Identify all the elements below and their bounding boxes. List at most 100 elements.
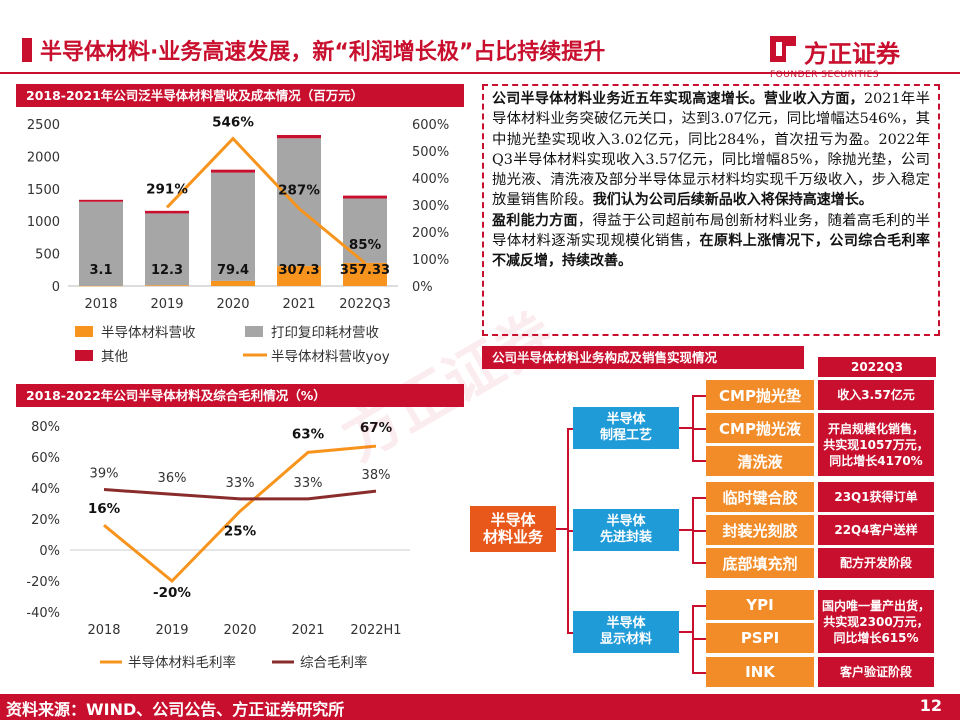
legend-label: 综合毛利率	[300, 654, 368, 671]
product-underfill: 底部填充剂	[706, 548, 814, 578]
bar-semi	[277, 266, 321, 286]
x-tick-label: 2018	[87, 623, 120, 638]
y-tick-label: 0	[52, 280, 60, 295]
y-tick-label: 80%	[31, 420, 60, 435]
legend-label: 半导体材料营收yoy	[271, 349, 390, 365]
y-tick-label: 40%	[31, 482, 60, 497]
result-bonding-glue: 23Q1获得订单	[818, 482, 934, 512]
yoy-data-label: 546%	[212, 115, 254, 131]
title-divider	[0, 72, 960, 74]
y2-tick-label: 400%	[412, 172, 449, 187]
diagram-title: 公司半导体材料业务构成及销售实现情况	[482, 346, 804, 369]
yoy-data-label: 291%	[146, 181, 188, 197]
x-tick-label: 2021	[282, 297, 315, 312]
connector	[692, 428, 706, 430]
bar-printer	[79, 201, 123, 286]
connector	[692, 672, 706, 674]
result-cmp-slurry: 开启规模化销售， 共实现1057万元， 同比增长4170%	[818, 413, 934, 476]
bar-data-label: 3.1	[89, 263, 112, 278]
y2-tick-label: 600%	[412, 118, 449, 133]
bar-semi	[343, 262, 387, 286]
bar-data-label: 79.4	[217, 263, 249, 278]
legend-label: 其他	[101, 349, 128, 365]
product-cmp-slurry: CMP抛光液	[706, 413, 814, 443]
bar-other	[79, 199, 123, 202]
semi-margin-label: -20%	[153, 585, 191, 601]
chart1-title: 2018-2021年公司泛半导体材料营收及成本情况（百万元）	[16, 84, 464, 107]
category-packaging: 半导体 先进封装	[573, 509, 679, 551]
x-tick-label: 2022Q3	[339, 297, 391, 312]
y-tick-label: 1000	[27, 215, 60, 230]
x-tick-label: 2020	[223, 623, 256, 638]
text-p1-bold: 公司半导体材料业务近五年实现高速增长。营业收入方面，	[492, 91, 864, 107]
y-tick-label: 1500	[27, 183, 60, 198]
analysis-textbox: 公司半导体材料业务近五年实现高速增长。营业收入方面，2021年半导体材料业务突破…	[482, 84, 940, 336]
diagram-header: 2022Q3	[818, 357, 936, 377]
chart2-title: 2018-2022年公司半导体材料及综合毛利情况（%）	[16, 384, 464, 407]
legend-swatch	[75, 326, 93, 337]
y-tick-label: -20%	[26, 575, 60, 590]
semi-margin-label: 16%	[88, 501, 121, 517]
x-tick-label: 2019	[150, 297, 183, 312]
total-margin-label: 33%	[226, 476, 255, 491]
x-tick-label: 2020	[216, 297, 249, 312]
result-ypi: 国内唯一量产出货， 共实现2300万元， 同比增长615%	[818, 590, 934, 653]
total-margin-label: 38%	[362, 468, 391, 483]
chart2-svg: -40% -20% 0% 20% 40% 60% 80% 2018 2019 2020 2021 20…	[26, 420, 410, 671]
connector	[567, 428, 573, 430]
chart1-svg: 0 500 1000 1500 2000 2500 0% 100% 200% 300% 400% 50…	[27, 115, 449, 365]
x-tick-label: 2021	[291, 623, 324, 638]
total-margin-line	[103, 488, 377, 501]
semi-margin-label: 67%	[360, 420, 393, 436]
connector	[556, 528, 568, 530]
bar-semi	[145, 285, 189, 286]
footer: 资料来源：WIND、公司公告、方正证券研究所 12	[0, 694, 960, 720]
connector	[567, 632, 573, 634]
connector	[692, 530, 706, 532]
logo-icon	[770, 36, 796, 62]
semi-margin-line	[103, 444, 377, 584]
y2-tick-label: 100%	[412, 253, 449, 268]
connector	[692, 605, 706, 607]
product-cmp-pad: CMP抛光垫	[706, 380, 814, 410]
connector	[692, 562, 706, 564]
result-underfill: 配方开发阶段	[818, 548, 934, 578]
result-photoresist: 22Q4客户送样	[818, 515, 934, 545]
total-margin-label: 39%	[90, 467, 119, 482]
legend-swatch	[245, 326, 263, 337]
page-title: 半导体材料·业务高速发展，新“利润增长极”占比持续提升	[40, 40, 606, 65]
text-p2-bold2: 在原料上涨情况下，公司综合毛利率不减反增，持续改善。	[492, 233, 930, 270]
connector	[692, 395, 706, 397]
product-ink: INK	[706, 657, 814, 687]
logo-en: FOUNDER SECURITIES	[770, 70, 880, 80]
bar-other	[343, 195, 387, 199]
semi-margin-label: 63%	[292, 426, 325, 442]
connector	[567, 530, 573, 532]
total-margin-label: 33%	[294, 476, 323, 491]
connector	[692, 638, 706, 640]
connector	[679, 631, 693, 633]
connector	[679, 427, 693, 429]
legend-label: 半导体材料毛利率	[128, 654, 236, 671]
connector	[692, 497, 706, 499]
semi-margin-label: 25%	[224, 523, 257, 539]
bar-printer	[145, 213, 189, 286]
x-tick-label: 2019	[155, 623, 188, 638]
category-process: 半导体 制程工艺	[573, 407, 679, 449]
result-ink: 客户验证阶段	[818, 657, 934, 687]
y-tick-label: 60%	[31, 451, 60, 466]
footer-source: 资料来源：WIND、公司公告、方正证券研究所	[6, 700, 345, 719]
text-p1-bold2: 我们认为公司后续新品收入将保持高速增长。	[592, 192, 873, 209]
connector	[692, 460, 706, 462]
y-tick-label: 2500	[27, 118, 60, 133]
page-number: 12	[919, 696, 942, 715]
y-tick-label: 500	[35, 248, 60, 263]
y-tick-label: 0%	[39, 544, 60, 559]
bar-printer	[277, 138, 321, 267]
text-p1: 2021年半导体材料业务突破亿元关口，达到3.07亿元，同比增幅达546%，其中…	[492, 91, 931, 209]
product-ypi: YPI	[706, 590, 814, 620]
yoy-data-label: 287%	[278, 183, 320, 199]
legend-label: 半导体材料营收	[101, 325, 196, 341]
bar-data-label: 307.3	[278, 263, 319, 278]
yoy-data-label: 85%	[349, 237, 382, 253]
